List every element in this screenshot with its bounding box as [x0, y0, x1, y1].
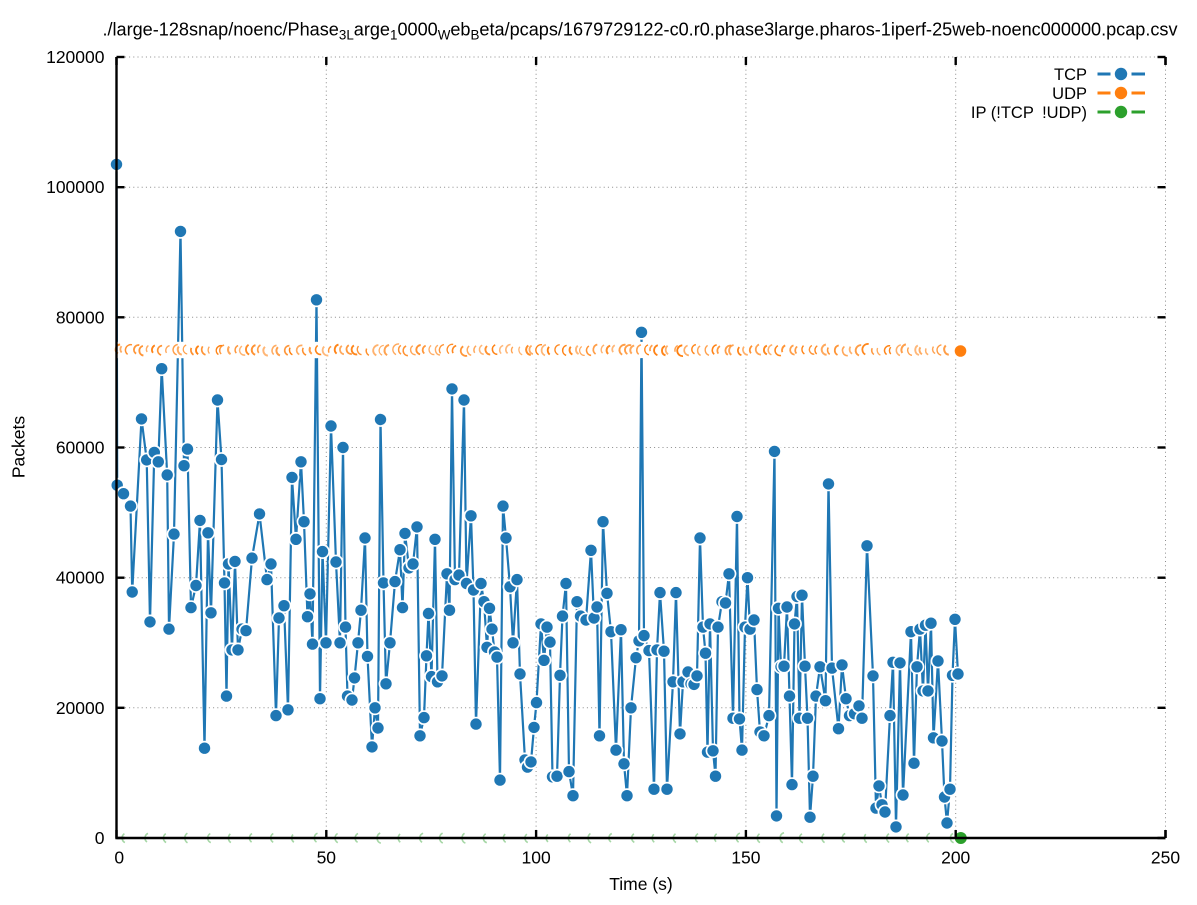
svg-text:60000: 60000 [56, 438, 105, 458]
svg-text:80000: 80000 [56, 307, 105, 327]
svg-text:IP (!TCP !UDP): IP (!TCP !UDP) [971, 104, 1087, 122]
svg-text:120000: 120000 [46, 47, 105, 67]
svg-text:20000: 20000 [56, 698, 105, 718]
svg-text:40000: 40000 [56, 568, 105, 588]
svg-text:100: 100 [521, 848, 550, 868]
svg-text:Time (s): Time (s) [609, 874, 673, 894]
svg-text:200: 200 [941, 848, 970, 868]
svg-text:50: 50 [317, 848, 337, 868]
svg-text:150: 150 [731, 848, 760, 868]
svg-text:./large-128snap/noenc/Phase3​L: ./large-128snap/noenc/Phase3​L​arge1​000… [102, 20, 1177, 43]
svg-text:0: 0 [114, 848, 124, 868]
svg-text:UDP: UDP [1052, 85, 1087, 103]
svg-text:TCP: TCP [1054, 66, 1087, 84]
svg-text:0: 0 [95, 828, 105, 848]
svg-text:100000: 100000 [46, 177, 105, 197]
svg-text:250: 250 [1151, 848, 1180, 868]
svg-text:Packets: Packets [9, 416, 29, 478]
